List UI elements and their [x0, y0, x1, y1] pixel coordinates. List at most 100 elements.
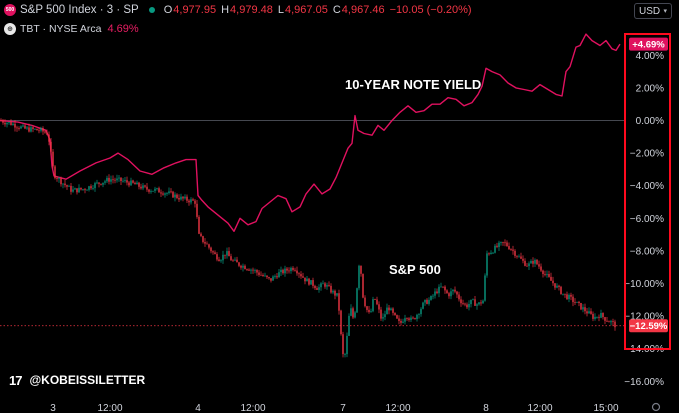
spx-candle-body — [62, 183, 64, 185]
spx-candle-body — [610, 321, 612, 323]
spx-candle-body — [262, 275, 264, 276]
spx-candle-body — [342, 334, 344, 355]
spx-candle-body — [96, 182, 98, 184]
spx-candle-body — [22, 125, 24, 127]
spx-candle-body — [16, 127, 18, 129]
spx-candle-body — [124, 180, 126, 181]
spx-candle-body — [476, 304, 478, 306]
compare-symbol-legend[interactable]: ⊕ TBT · NYSE Arca 4.69% — [4, 22, 139, 36]
spx-candle-body — [392, 308, 394, 313]
last-value-labels: +4.69% −12.59% — [629, 37, 668, 333]
spx-candle-body — [102, 182, 104, 185]
spx-candle-body — [64, 183, 66, 186]
spx-candle-body — [578, 301, 580, 303]
spx-candle-body — [142, 185, 144, 189]
spx-candle-body — [372, 299, 374, 312]
spx-candle-body — [36, 128, 38, 131]
spx-candle-body — [150, 191, 152, 192]
time-tick-label: 15:00 — [593, 403, 618, 413]
annotation-yield: 10-YEAR NOTE YIELD — [345, 77, 482, 92]
spx-candle-body — [576, 301, 578, 303]
spx-candle-body — [452, 289, 454, 292]
spx-candle-body — [456, 291, 458, 295]
spx-candle-body — [560, 286, 562, 295]
spx-candle-body — [398, 318, 400, 321]
spx-candle-body — [454, 289, 456, 292]
spx-candle-body — [48, 134, 50, 142]
spx-candle-body — [156, 188, 158, 189]
spx-candle-body — [172, 191, 174, 198]
spx-candle-body — [0, 120, 2, 122]
spx-candle-body — [242, 265, 244, 268]
spx-candle-body — [152, 190, 154, 192]
spx-candle-body — [72, 189, 74, 192]
spx-candle-body — [446, 290, 448, 294]
currency-selector[interactable]: USD ▾ — [634, 3, 672, 19]
spx-candle-body — [138, 182, 140, 187]
spx-candle-body — [190, 199, 192, 203]
spx-candle-body — [316, 288, 318, 290]
spx-candle-body — [158, 188, 160, 193]
spx-candle-body — [470, 299, 472, 305]
spx-candle-body — [466, 304, 468, 308]
spx-candle-body — [436, 291, 438, 294]
spx-candle-body — [122, 180, 124, 182]
spx-candle-body — [14, 123, 16, 128]
spx-candle-body — [166, 193, 168, 194]
spx-candle-body — [258, 272, 260, 275]
chevron-down-icon: ▾ — [663, 8, 667, 15]
compare-symbol-title[interactable]: TBT · NYSE Arca — [20, 23, 102, 35]
spx-candle-body — [214, 252, 216, 255]
spx-candle-body — [198, 216, 200, 234]
spx-candle-body — [516, 255, 518, 257]
spx-candle-body — [334, 290, 336, 296]
spx-candle-body — [506, 242, 508, 246]
spx-candle-body — [160, 192, 162, 194]
spx-candle-body — [404, 318, 406, 322]
spx-candle-body — [332, 290, 334, 293]
currency-label: USD — [639, 5, 661, 17]
spx-candle-body — [164, 193, 166, 195]
spx-candle-body — [520, 256, 522, 259]
spx-candle-body — [500, 242, 502, 243]
spx-candle-body — [564, 293, 566, 295]
spx-candle-body — [418, 314, 420, 315]
axis-settings-icon[interactable] — [651, 402, 661, 412]
main-symbol-title[interactable]: S&P 500 Index · 3 · SP — [20, 4, 139, 16]
time-tick-label: 12:00 — [97, 403, 122, 413]
spx-candle-body — [422, 302, 424, 309]
compare-symbol-change: 4.69% — [107, 23, 139, 35]
spx-candle-body — [400, 320, 402, 323]
price-tick-label: −8.00% — [630, 246, 664, 257]
spx-candle-body — [440, 286, 442, 288]
spx-candle-body — [2, 120, 4, 123]
spx-candle-body — [406, 318, 408, 319]
spx-candle-body — [186, 196, 188, 201]
spx-candle-body — [28, 127, 30, 132]
spx-candle-body — [614, 321, 616, 328]
spx-candle-body — [328, 285, 330, 286]
spx-candle-body — [44, 131, 46, 133]
spx-candle-body — [18, 128, 20, 129]
price-tick-label: −16.00% — [624, 377, 664, 388]
spx-candle-body — [146, 186, 148, 190]
spx-candle-body — [360, 265, 362, 274]
spx-candle-body — [202, 236, 204, 243]
spx-candle-body — [504, 242, 506, 244]
spx-candle-body — [586, 311, 588, 314]
spx-candle-body — [320, 283, 322, 288]
spx-candle-body — [558, 285, 560, 287]
spx-candle-body — [194, 200, 196, 204]
spx-candle-body — [322, 283, 324, 285]
spx-candle-body — [352, 308, 354, 318]
time-axis[interactable]: 3 12:00 4 12:00 7 12:00 8 12:00 15:00 — [50, 403, 619, 413]
spx-candle-body — [394, 312, 396, 315]
spx-candle-body — [458, 294, 460, 300]
spx-candle-body — [210, 247, 212, 252]
spx-candle-body — [108, 177, 110, 182]
spx-candle-body — [544, 274, 546, 275]
spx-candle-body — [8, 122, 10, 123]
spx-candle-body — [280, 269, 282, 273]
spx-candle-body — [24, 125, 26, 129]
main-symbol-legend[interactable]: 500 S&P 500 Index · 3 · SP O 4,977.95 H … — [4, 3, 477, 17]
